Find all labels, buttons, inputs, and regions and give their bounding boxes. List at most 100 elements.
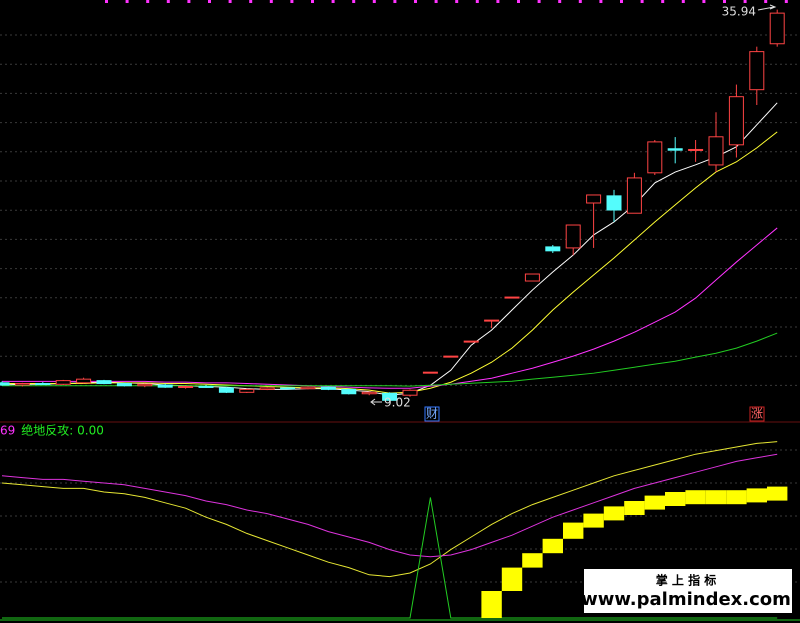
watermark-title: 掌 上 指 标 — [656, 573, 717, 588]
high-label: 35.94 — [722, 5, 756, 19]
top-dot — [105, 0, 108, 3]
step-bar — [665, 492, 686, 506]
candle-body — [524, 273, 540, 282]
candle-body — [443, 355, 459, 358]
top-dot — [661, 0, 665, 3]
top-dot — [599, 0, 603, 3]
moving-average — [2, 227, 778, 389]
top-dot — [620, 0, 623, 3]
top-dot — [393, 0, 397, 3]
watermark-box — [584, 569, 792, 613]
candle-body — [239, 388, 255, 393]
top-dot — [455, 0, 459, 3]
candle-body — [606, 195, 622, 211]
candle-body — [504, 296, 520, 299]
arrow — [757, 4, 777, 11]
candle-body — [116, 383, 132, 387]
step-bar — [501, 567, 523, 591]
candle-body — [586, 194, 602, 204]
candle-body — [422, 371, 438, 374]
moving-average — [2, 332, 778, 387]
step-bar — [746, 488, 767, 503]
arrow — [370, 398, 382, 406]
top-dot — [146, 0, 150, 3]
candle-body — [402, 389, 418, 396]
top-dot — [372, 0, 376, 3]
top-dot — [311, 0, 314, 3]
top-dot — [723, 0, 726, 3]
top-dot — [269, 0, 273, 3]
candle-body — [96, 380, 112, 385]
top-dot — [764, 0, 768, 3]
candle-body — [35, 383, 51, 386]
top-dot — [249, 0, 253, 3]
top-dot — [290, 0, 294, 3]
candle-body — [14, 383, 30, 386]
candle-body — [463, 340, 479, 343]
candle-body — [218, 387, 234, 393]
top-dot — [640, 0, 644, 3]
top-dot — [578, 0, 582, 3]
top-dot — [558, 0, 562, 3]
legend-label: 69 — [0, 424, 15, 438]
candle-body — [484, 319, 500, 322]
grid — [0, 0, 800, 583]
candle-body — [626, 177, 642, 214]
step-bar — [481, 591, 502, 618]
top-dot — [517, 0, 520, 3]
candle-body — [300, 386, 316, 390]
watermark-url: www.palmindex.com — [581, 589, 791, 610]
candle-body — [749, 51, 765, 91]
candle-body — [382, 392, 398, 401]
step-bar — [583, 513, 604, 528]
top-dot — [352, 0, 356, 3]
candle-body — [769, 12, 785, 45]
top-dot — [475, 0, 479, 3]
candle-body — [198, 385, 214, 388]
candle-body — [361, 391, 377, 395]
candle-body — [728, 96, 744, 146]
top-dot — [434, 0, 438, 3]
top-dot — [743, 0, 747, 3]
indicator-line — [1, 453, 778, 558]
marker-box — [749, 406, 765, 422]
candle-body — [55, 380, 71, 385]
top-dot — [702, 0, 706, 3]
candle-body — [0, 382, 10, 386]
marker-label: 涨 — [751, 406, 763, 421]
top-dot — [228, 0, 232, 3]
candle-body — [137, 383, 153, 387]
candle-body — [341, 388, 357, 395]
candle-body — [647, 141, 663, 174]
candle-body — [280, 387, 296, 390]
step-bar — [542, 538, 563, 554]
step-bar — [705, 490, 727, 505]
candle-body — [708, 136, 724, 166]
step-bar — [685, 490, 706, 505]
candle-body — [688, 148, 704, 151]
top-dot — [208, 0, 211, 3]
candle-body — [545, 246, 561, 252]
top-dot — [784, 0, 788, 3]
candle-body — [178, 385, 194, 388]
candle-body — [320, 386, 336, 390]
top-dot — [166, 0, 170, 3]
top-dot — [537, 0, 541, 3]
candle-body — [667, 148, 683, 151]
candle-body — [259, 387, 275, 390]
top-dot — [187, 0, 191, 3]
step-bar — [726, 490, 747, 505]
top-dot — [331, 0, 335, 3]
step-bar — [624, 501, 645, 515]
top-dot — [125, 0, 129, 3]
top-dot — [414, 0, 417, 3]
marker-label: 财 — [426, 407, 438, 421]
candle-body — [76, 378, 92, 384]
low-label: 9.02 — [384, 396, 411, 410]
step-bar — [644, 495, 665, 510]
candle-body — [565, 224, 581, 249]
marker-box — [424, 406, 440, 422]
indicator-line — [1, 441, 778, 578]
candle-body — [157, 384, 173, 388]
